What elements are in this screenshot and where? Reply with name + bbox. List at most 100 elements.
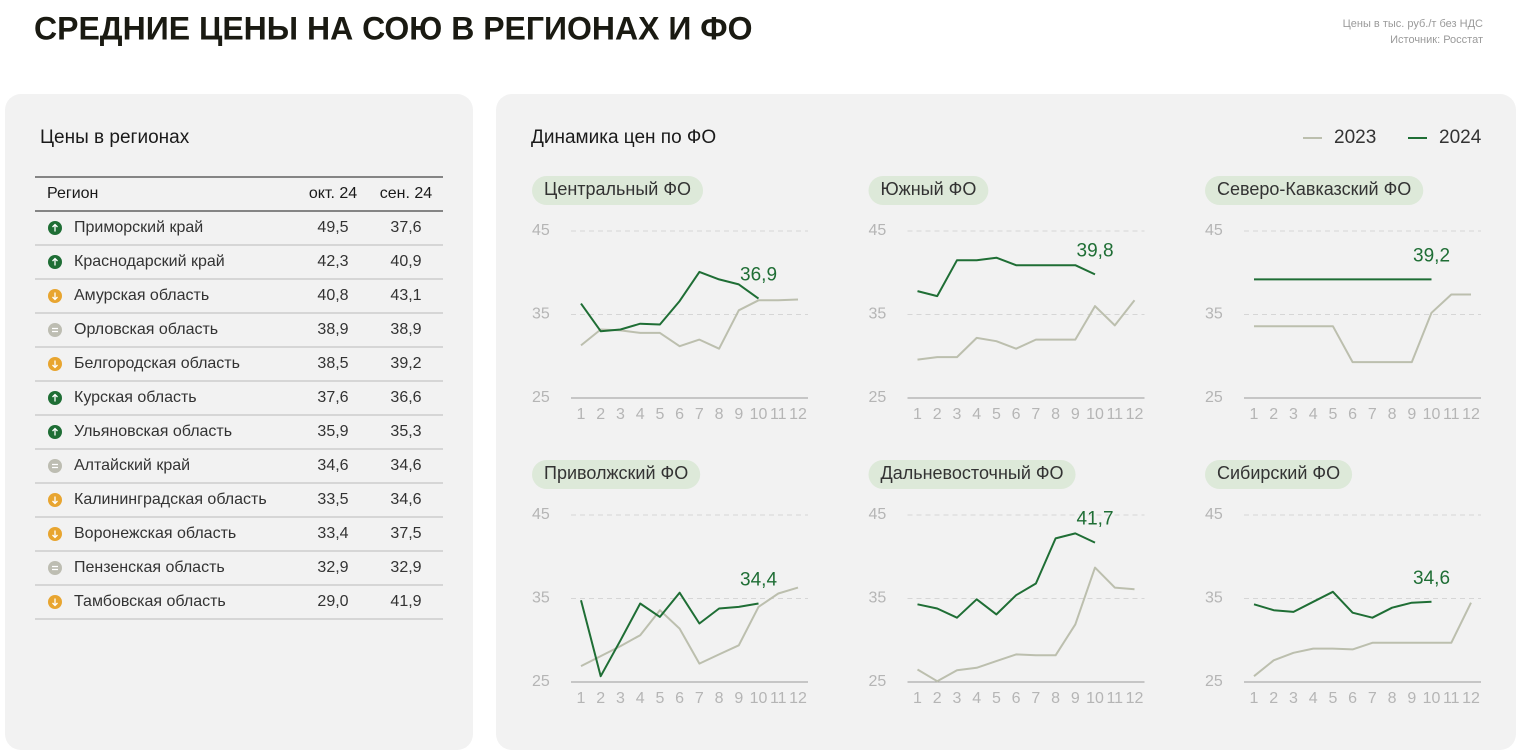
trend-icon — [48, 323, 62, 337]
region-cell: Алтайский край — [74, 457, 190, 474]
x-tick-label: 4 — [636, 406, 645, 423]
trend-equal — [52, 565, 58, 571]
series-line — [1254, 293, 1471, 364]
trend-equal — [52, 463, 58, 469]
series-line — [917, 532, 1096, 619]
x-tick-label: 7 — [1031, 690, 1040, 707]
x-tick-label: 10 — [750, 690, 768, 707]
y-tick-label: 35 — [532, 306, 550, 323]
chart-title: Дальневосточный ФО — [881, 463, 1064, 483]
trend-arrow — [52, 427, 58, 436]
x-tick-label: 9 — [1407, 690, 1416, 707]
x-tick-label: 1 — [577, 406, 586, 423]
value-label: 39,8 — [1077, 240, 1114, 261]
region-cell: Краснодарский край — [74, 253, 225, 270]
x-tick-label: 5 — [992, 690, 1001, 707]
region-cell: Орловская область — [74, 321, 218, 338]
y-tick-label: 25 — [1205, 673, 1223, 690]
x-tick-label: 5 — [655, 690, 664, 707]
y-tick-label: 35 — [869, 590, 887, 607]
x-tick-label: 7 — [695, 690, 704, 707]
y-tick-label: 35 — [532, 590, 550, 607]
table-panel — [5, 94, 473, 750]
x-tick-label: 2 — [1269, 690, 1278, 707]
legend-label: 2024 — [1439, 127, 1482, 148]
x-tick-label: 10 — [1086, 406, 1104, 423]
price-cell: 37,6 — [317, 389, 348, 406]
y-tick-label: 25 — [1205, 389, 1223, 406]
price-cell: 36,6 — [390, 389, 421, 406]
region-cell: Ульяновская область — [74, 423, 232, 440]
title-pill — [868, 176, 989, 205]
region-cell: Калининградская область — [74, 491, 267, 508]
x-tick-label: 8 — [1388, 690, 1397, 707]
series-line — [917, 256, 1096, 298]
x-tick-label: 11 — [1106, 406, 1123, 423]
chart-title: Северо-Кавказский ФО — [1217, 179, 1411, 199]
x-tick-label: 1 — [1250, 406, 1259, 423]
region-cell: Воронежская область — [74, 525, 236, 542]
x-tick-label: 3 — [953, 690, 962, 707]
x-tick-label: 7 — [695, 406, 704, 423]
value-label: 41,7 — [1077, 509, 1114, 530]
y-tick-label: 25 — [869, 673, 887, 690]
price-cell: 43,1 — [390, 287, 421, 304]
trend-icon — [48, 459, 62, 473]
region-cell: Амурская область — [74, 287, 209, 304]
x-tick-label: 11 — [1443, 406, 1460, 423]
x-tick-label: 12 — [1126, 690, 1144, 707]
x-tick-label: 5 — [1328, 690, 1337, 707]
x-tick-label: 8 — [715, 690, 724, 707]
chart-title: Приволжский ФО — [544, 463, 688, 483]
value-label: 34,6 — [1413, 568, 1450, 589]
y-tick-label: 45 — [532, 506, 550, 523]
note: Источник: Росстат — [1390, 34, 1483, 46]
x-tick-label: 1 — [1250, 690, 1259, 707]
region-cell: Курская область — [74, 389, 197, 406]
x-tick-label: 9 — [734, 406, 743, 423]
series-line — [580, 270, 760, 333]
price-cell: 34,6 — [390, 491, 421, 508]
title-pill — [1205, 460, 1353, 489]
value-label: 34,4 — [740, 570, 777, 591]
x-tick-label: 6 — [1348, 690, 1357, 707]
x-tick-label: 11 — [1106, 690, 1123, 707]
y-tick-label: 35 — [869, 306, 887, 323]
price-cell: 32,9 — [317, 559, 348, 576]
price-cell: 40,8 — [317, 287, 348, 304]
x-tick-label: 4 — [1309, 690, 1318, 707]
x-tick-label: 8 — [1051, 690, 1060, 707]
x-tick-label: 10 — [1423, 406, 1441, 423]
series-line — [917, 299, 1136, 361]
x-tick-label: 1 — [913, 406, 922, 423]
x-tick-label: 9 — [734, 690, 743, 707]
x-tick-label: 9 — [1407, 406, 1416, 423]
title-pill — [532, 176, 704, 205]
x-tick-label: 11 — [1443, 690, 1460, 707]
x-tick-label: 11 — [770, 406, 787, 423]
x-tick-label: 6 — [1348, 406, 1357, 423]
trend-arrow — [52, 292, 58, 301]
x-tick-label: 4 — [972, 690, 981, 707]
price-cell: 35,3 — [390, 423, 421, 440]
price-cell: 38,9 — [390, 321, 421, 338]
trend-equal — [52, 327, 58, 333]
charts-panel — [496, 94, 1516, 750]
price-cell: 35,9 — [317, 423, 348, 440]
chart-title: Сибирский ФО — [1217, 463, 1340, 483]
x-tick-label: 8 — [715, 406, 724, 423]
x-tick-label: 2 — [596, 690, 605, 707]
title-pill — [868, 460, 1076, 489]
x-tick-label: 2 — [933, 690, 942, 707]
x-tick-label: 9 — [1071, 690, 1080, 707]
trend-arrow — [52, 257, 58, 266]
x-tick-label: 12 — [1462, 406, 1480, 423]
title-pill — [1205, 176, 1424, 205]
x-tick-label: 6 — [1012, 406, 1021, 423]
y-tick-label: 45 — [869, 506, 887, 523]
price-cell: 41,9 — [390, 593, 421, 610]
trend-arrow — [52, 530, 58, 539]
x-tick-label: 4 — [1309, 406, 1318, 423]
price-cell: 40,9 — [390, 253, 421, 270]
